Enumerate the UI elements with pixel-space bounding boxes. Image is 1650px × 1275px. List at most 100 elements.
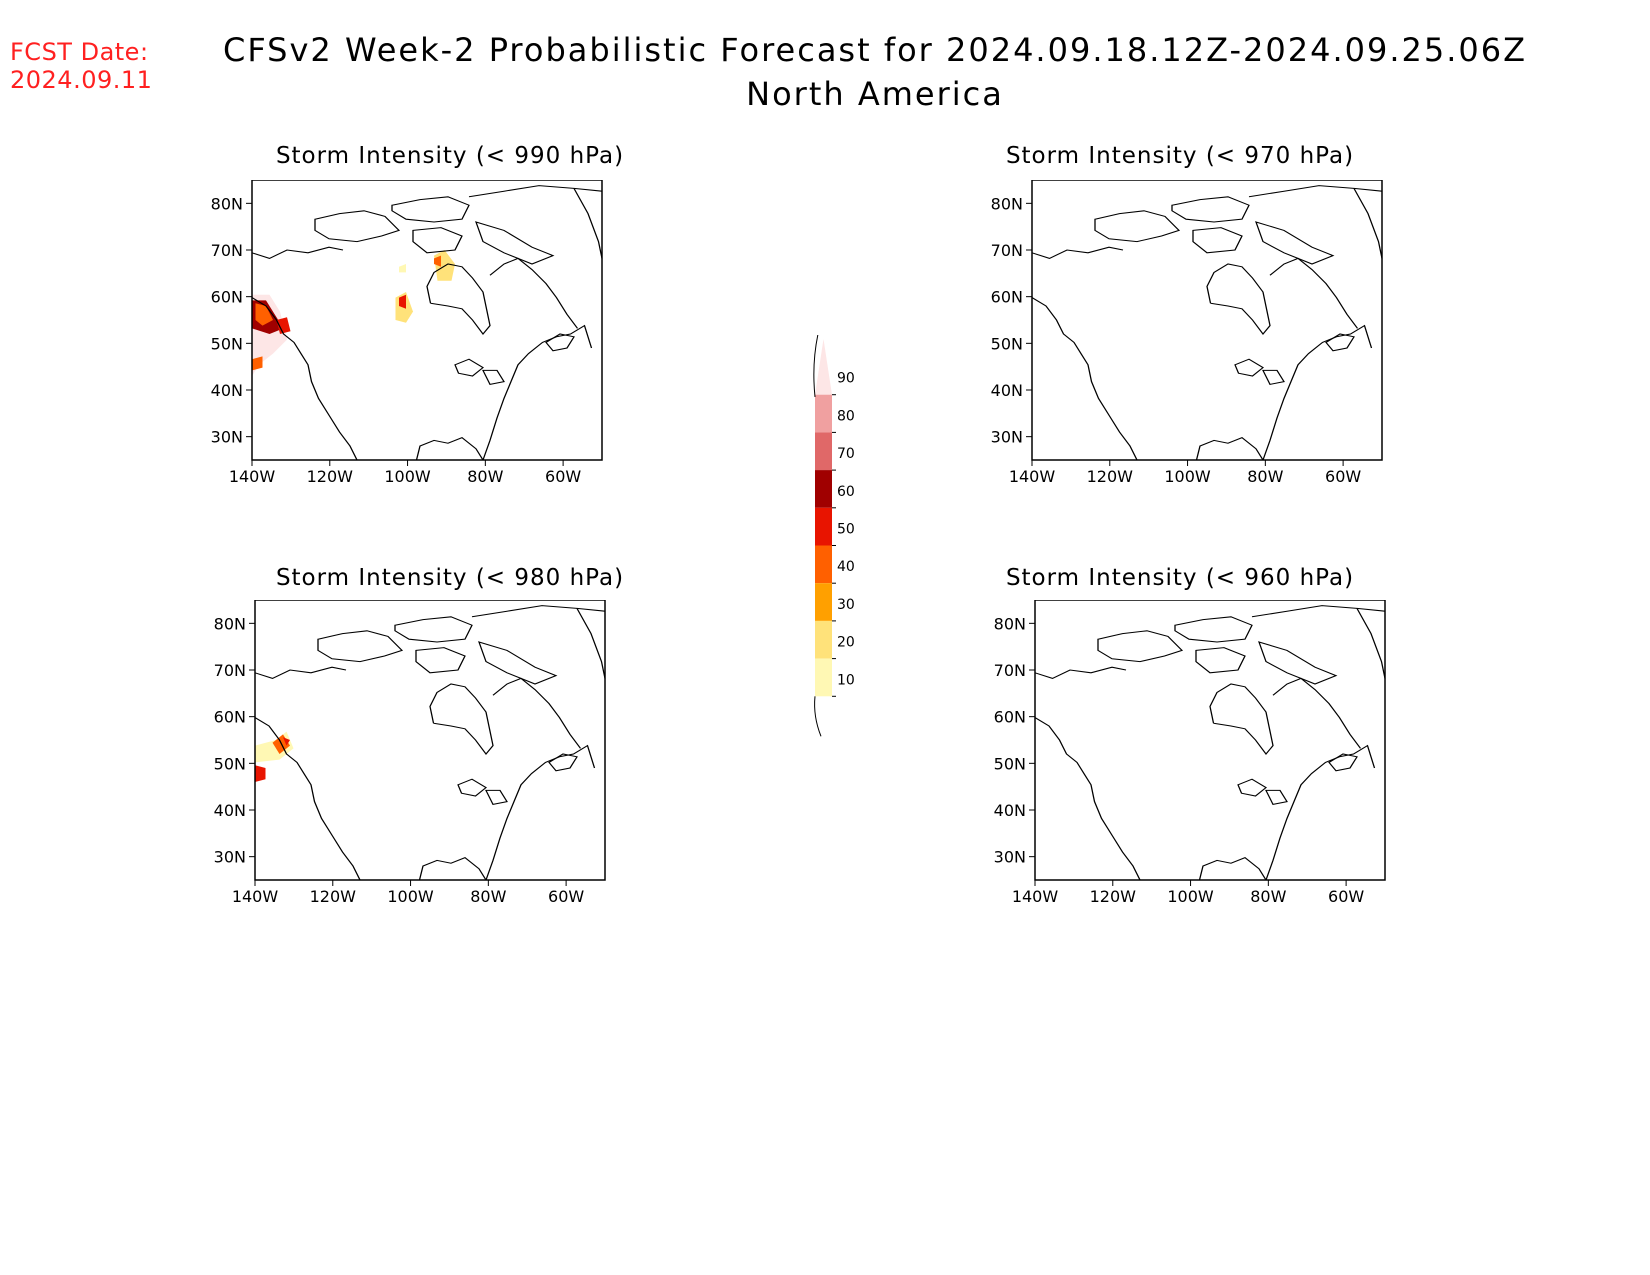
lat-tick-label: 30N	[991, 428, 1023, 447]
coastline	[317, 630, 404, 663]
coastline	[475, 221, 555, 265]
colorbar-label: 30	[837, 597, 855, 613]
coastline	[489, 257, 579, 329]
lon-tick-label: 60W	[1325, 467, 1361, 486]
lon-tick-label: 140W	[1012, 887, 1059, 906]
colorbar-label: 60	[837, 484, 855, 500]
coastline	[1353, 188, 1383, 259]
lat-tick-label: 80N	[214, 614, 246, 633]
lon-tick-label: 60W	[1328, 887, 1364, 906]
coastline	[1174, 616, 1253, 643]
map-frame	[1034, 600, 1386, 881]
probability-shading	[255, 303, 273, 326]
lat-tick-label: 30N	[211, 428, 243, 447]
lat-tick-label: 40N	[991, 381, 1023, 400]
coastline	[1031, 297, 1138, 461]
colorbar-segment	[815, 470, 832, 508]
coastline	[1195, 436, 1264, 461]
coastline	[492, 677, 582, 749]
coastline	[1195, 647, 1246, 674]
fcst-label: FCST Date:	[10, 38, 149, 66]
coastline	[485, 789, 508, 806]
coastline	[1356, 608, 1386, 679]
coastline	[412, 227, 463, 254]
lon-tick-label: 120W	[310, 887, 357, 906]
lat-tick-label: 40N	[214, 801, 246, 820]
coastline	[394, 616, 473, 643]
probability-shading	[252, 356, 263, 371]
panel-title-960: Storm Intensity (< 960 hPa)	[1005, 565, 1355, 591]
coastline	[454, 358, 484, 377]
colorbar-label: 10	[837, 672, 855, 688]
lat-tick-label: 70N	[214, 661, 246, 680]
lat-tick-label: 30N	[214, 848, 246, 867]
colorbar-arc-top	[813, 335, 819, 398]
lon-tick-label: 140W	[232, 887, 279, 906]
map-panel-970: 80N 70N 60N 50N 40N 30N 140W 120W 100W 80W 60W	[991, 180, 1383, 486]
lon-tick-label: 120W	[1087, 467, 1134, 486]
page-title: CFSv2 Week-2 Probabilistic Forecast for …	[222, 31, 1528, 69]
coastline	[1325, 333, 1355, 352]
coastline	[418, 856, 487, 881]
coastline	[471, 605, 606, 618]
coastline	[254, 666, 347, 679]
colorbar-label: 90	[837, 371, 855, 387]
page-subtitle: North America	[746, 75, 1004, 113]
coastline	[1031, 246, 1124, 259]
colorbar-label: 80	[837, 408, 855, 424]
coastline	[1171, 196, 1250, 223]
coastline	[391, 196, 470, 223]
panel-title-970: Storm Intensity (< 970 hPa)	[1005, 143, 1355, 169]
coastline	[415, 647, 466, 674]
lat-tick-label: 60N	[214, 708, 246, 727]
lon-tick-label: 80W	[467, 467, 503, 486]
coastline	[548, 753, 578, 772]
probability-shading	[399, 264, 406, 273]
lat-tick-label: 50N	[211, 334, 243, 353]
lat-tick-label: 80N	[994, 614, 1026, 633]
probability-shading	[434, 250, 455, 281]
map-panel-990: 80N 70N 60N 50N 40N 30N 140W 120W 100W 80W 60W	[211, 180, 603, 486]
probability-shading	[434, 255, 441, 267]
coastline	[1206, 263, 1271, 335]
panel-title-980: Storm Intensity (< 980 hPa)	[275, 565, 625, 591]
colorbar-label: 50	[837, 522, 855, 538]
coastline	[426, 263, 491, 335]
coastline	[468, 185, 603, 198]
lon-tick-label: 120W	[1090, 887, 1137, 906]
coastline	[1265, 744, 1376, 881]
coastline	[1262, 369, 1285, 386]
coastline	[1255, 221, 1335, 265]
colorbar-segment	[815, 658, 832, 697]
coastline	[573, 188, 603, 259]
colorbar-label: 70	[837, 446, 855, 462]
coastline	[1234, 358, 1264, 377]
map-frame-group: 80N 70N 60N 50N 40N 30N 140W 120W 100W 80W 60W	[991, 180, 1383, 486]
lat-tick-label: 30N	[994, 848, 1026, 867]
lat-tick-label: 40N	[211, 381, 243, 400]
coastline	[1097, 630, 1184, 663]
colorbar-segment	[815, 583, 832, 621]
lon-tick-label: 80W	[1247, 467, 1283, 486]
coastline	[485, 744, 596, 881]
coastline	[1209, 683, 1274, 755]
map-frame	[254, 600, 606, 881]
panel-title-990: Storm Intensity (< 990 hPa)	[275, 143, 625, 169]
colorbar-label: 40	[837, 559, 855, 575]
coastline	[457, 778, 487, 797]
map-frame	[1031, 180, 1383, 461]
map-panel-960: 80N 70N 60N 50N 40N 30N 140W 120W 100W 80W 60W	[994, 600, 1386, 906]
lat-tick-label: 80N	[991, 194, 1023, 213]
lat-tick-label: 60N	[994, 708, 1026, 727]
lat-tick-label: 60N	[991, 288, 1023, 307]
map-frame-group: 80N 70N 60N 50N 40N 30N 140W 120W 100W 80W 60W	[214, 600, 606, 906]
coastline	[1272, 677, 1362, 749]
colorbar-segment	[815, 394, 832, 433]
lon-tick-label: 120W	[307, 467, 354, 486]
coastline	[576, 608, 606, 679]
map-frame-group: 80N 70N 60N 50N 40N 30N 140W 120W 100W 80W 60W	[994, 600, 1386, 906]
colorbar-segment	[815, 507, 832, 546]
lon-tick-label: 100W	[1164, 467, 1211, 486]
lon-tick-label: 100W	[387, 887, 434, 906]
coastline	[1265, 789, 1288, 806]
